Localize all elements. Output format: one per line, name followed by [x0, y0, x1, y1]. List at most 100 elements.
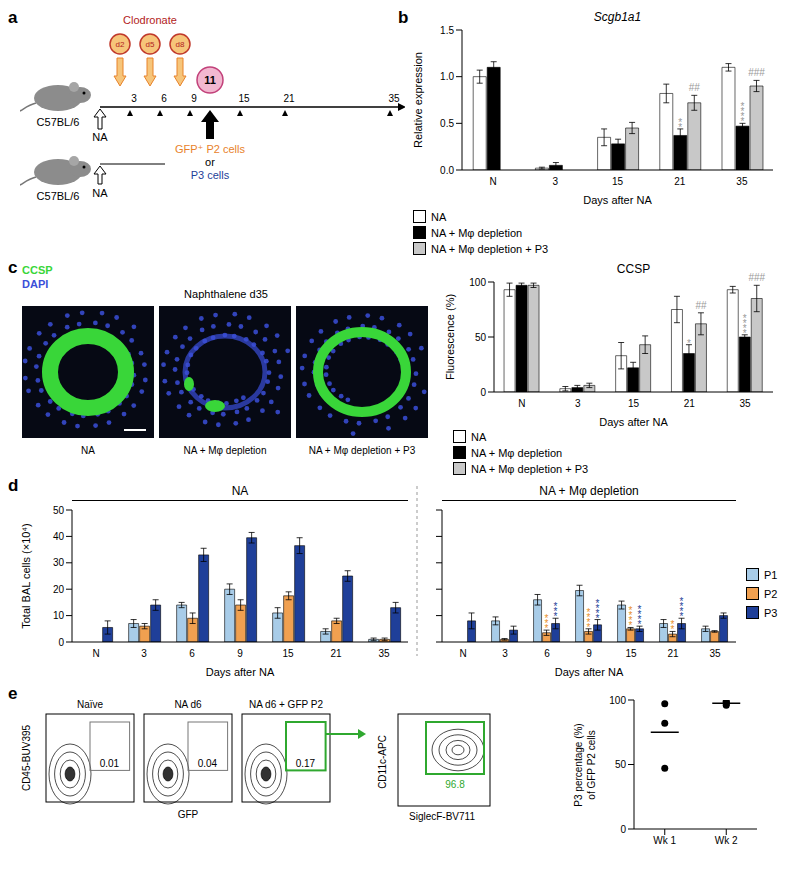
svg-text:35: 35	[388, 93, 400, 104]
svg-text:10: 10	[53, 610, 65, 621]
svg-text:*: *	[671, 619, 675, 630]
svg-text:0.01: 0.01	[100, 758, 120, 769]
svg-text:*: *	[554, 601, 558, 612]
svg-text:100: 100	[469, 277, 486, 288]
svg-text:20: 20	[53, 584, 65, 595]
svg-text:P3 percentage (%): P3 percentage (%)	[573, 723, 584, 806]
svg-text:Total BAL cells (×10⁴): Total BAL cells (×10⁴)	[20, 523, 32, 629]
svg-text:Days after NA: Days after NA	[583, 194, 652, 206]
svg-text:NA + Mφ depletion + P3: NA + Mφ depletion + P3	[309, 445, 416, 456]
svg-text:##: ##	[689, 82, 701, 93]
svg-text:N: N	[518, 398, 525, 409]
svg-text:21: 21	[283, 93, 295, 104]
svg-text:N: N	[459, 648, 466, 659]
svg-text:Clodronate: Clodronate	[123, 14, 177, 26]
svg-text:C57BL/6: C57BL/6	[37, 116, 80, 128]
svg-text:Days after NA: Days after NA	[599, 416, 668, 428]
svg-text:35: 35	[740, 398, 752, 409]
svg-text:CD11c-APC: CD11c-APC	[377, 735, 388, 789]
svg-text:50: 50	[53, 505, 65, 516]
svg-text:NA: NA	[92, 131, 108, 143]
svg-text:or: or	[205, 156, 215, 168]
svg-text:GFP⁺ P2 cells: GFP⁺ P2 cells	[175, 143, 245, 155]
svg-text:35: 35	[378, 648, 390, 659]
svg-text:9: 9	[586, 648, 592, 659]
svg-text:15: 15	[628, 398, 640, 409]
svg-text:96.8: 96.8	[445, 779, 465, 790]
svg-text:21: 21	[684, 398, 696, 409]
svg-text:Wk 1: Wk 1	[653, 835, 676, 846]
svg-text:15: 15	[282, 648, 294, 659]
svg-text:d5: d5	[146, 40, 155, 49]
svg-text:0: 0	[58, 637, 64, 648]
svg-text:1.5: 1.5	[440, 25, 454, 36]
svg-text:Wk 2: Wk 2	[715, 835, 738, 846]
svg-text:15: 15	[625, 648, 637, 659]
svg-text:CD45-BUV395: CD45-BUV395	[21, 724, 32, 791]
svg-text:Naïve: Naïve	[77, 699, 104, 710]
svg-text:P3 cells: P3 cells	[191, 169, 230, 181]
svg-text:6: 6	[544, 648, 550, 659]
svg-text:*: *	[587, 607, 591, 618]
svg-text:*: *	[687, 338, 691, 349]
svg-text:*: *	[678, 117, 682, 128]
svg-text:0.17: 0.17	[296, 758, 316, 769]
svg-text:9: 9	[191, 93, 197, 104]
svg-text:0.04: 0.04	[198, 758, 218, 769]
svg-text:3: 3	[141, 648, 147, 659]
svg-text:35: 35	[736, 176, 748, 187]
svg-text:DAPI: DAPI	[22, 278, 48, 290]
svg-text:*: *	[680, 596, 684, 607]
svg-text:*: *	[629, 605, 633, 616]
svg-text:0: 0	[620, 824, 626, 835]
svg-text:1.0: 1.0	[440, 71, 454, 82]
svg-text:###: ###	[748, 67, 765, 78]
svg-text:3: 3	[575, 398, 581, 409]
svg-text:0: 0	[480, 387, 486, 398]
svg-text:3: 3	[131, 93, 137, 104]
svg-text:NA + Mφ depletion: NA + Mφ depletion	[184, 445, 267, 456]
svg-text:15: 15	[238, 93, 250, 104]
svg-text:100: 100	[609, 695, 626, 706]
svg-text:11: 11	[204, 74, 216, 86]
svg-text:*: *	[545, 613, 549, 624]
svg-text:NA: NA	[92, 187, 108, 199]
svg-text:NA d6: NA d6	[174, 699, 202, 710]
svg-text:*: *	[638, 604, 642, 615]
svg-text:###: ###	[748, 272, 765, 283]
svg-text:CCSP: CCSP	[22, 264, 53, 276]
svg-text:NA d6 + GFP P2: NA d6 + GFP P2	[249, 699, 323, 710]
svg-text:0.5: 0.5	[440, 118, 454, 129]
svg-text:C57BL/6: C57BL/6	[37, 190, 80, 202]
svg-text:21: 21	[330, 648, 342, 659]
svg-text:40: 40	[53, 531, 65, 542]
svg-text:##: ##	[695, 300, 707, 311]
svg-text:15: 15	[612, 176, 624, 187]
svg-text:d8: d8	[176, 40, 185, 49]
svg-text:Naphthalene d35: Naphthalene d35	[184, 288, 268, 300]
svg-text:Days after NA: Days after NA	[206, 666, 275, 678]
svg-text:9: 9	[237, 648, 243, 659]
svg-text:of GFP P2 cells: of GFP P2 cells	[586, 730, 597, 799]
svg-text:SiglecF-BV711: SiglecF-BV711	[409, 811, 475, 822]
svg-text:50: 50	[475, 332, 487, 343]
svg-text:35: 35	[709, 648, 721, 659]
svg-text:6: 6	[189, 648, 195, 659]
svg-text:Fluorescence (%): Fluorescence (%)	[444, 294, 456, 380]
svg-text:Relative expression: Relative expression	[412, 52, 424, 148]
svg-text:*: *	[743, 313, 747, 324]
svg-text:21: 21	[667, 648, 679, 659]
svg-text:d2: d2	[116, 40, 125, 49]
svg-text:21: 21	[674, 176, 686, 187]
svg-text:6: 6	[161, 93, 167, 104]
svg-text:3: 3	[553, 176, 559, 187]
svg-text:30: 30	[53, 557, 65, 568]
svg-text:3: 3	[502, 648, 508, 659]
svg-text:N: N	[92, 648, 99, 659]
svg-text:0.0: 0.0	[440, 165, 454, 176]
svg-text:Days after NA: Days after NA	[555, 666, 624, 678]
svg-text:*: *	[741, 101, 745, 112]
svg-text:*: *	[596, 598, 600, 609]
svg-text:NA: NA	[81, 445, 95, 456]
svg-text:GFP: GFP	[178, 809, 199, 820]
